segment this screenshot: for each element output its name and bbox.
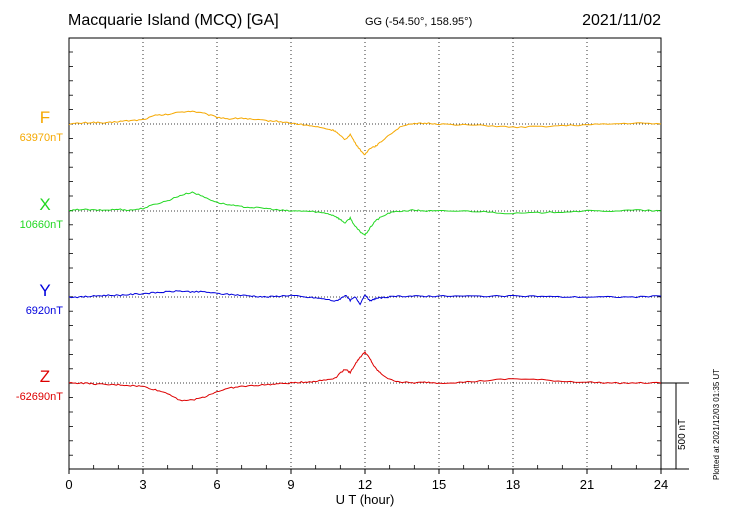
x-tick-label: 18: [506, 477, 520, 492]
x-tick-label: 15: [432, 477, 446, 492]
x-tick-label: 0: [65, 477, 72, 492]
x-tick-label: 9: [287, 477, 294, 492]
baseline-value-x: 10660nT: [19, 219, 63, 231]
x-tick-label: 6: [213, 477, 220, 492]
baseline-value-y: 6920nT: [25, 305, 63, 317]
series-line-f: [68, 110, 662, 156]
x-axis-label: U T (hour): [335, 492, 395, 507]
component-label-x: X: [39, 195, 51, 214]
coordinates-label: GG (-54.50°, 158.95°): [365, 16, 473, 28]
x-tick-label: 21: [580, 477, 594, 492]
component-label-f: F: [39, 108, 51, 127]
scale-bar-label: 500 nT: [677, 418, 688, 450]
component-label-z: Z: [39, 367, 51, 386]
series-line-z: [68, 350, 662, 402]
station-title: Macquarie Island (MCQ) [GA]: [68, 12, 279, 29]
x-tick-label: 12: [358, 477, 372, 492]
series-line-y: [68, 290, 662, 306]
plotted-timestamp: Plotted at 2021/12/03 01:35 UT: [712, 368, 721, 480]
x-tick-label: 3: [139, 477, 146, 492]
x-tick-label: 24: [654, 477, 668, 492]
date-label: 2021/11/02: [582, 12, 661, 29]
baseline-value-f: 63970nT: [19, 132, 63, 144]
component-label-y: Y: [39, 281, 51, 300]
baseline-value-z: -62690nT: [15, 391, 63, 403]
series-line-x: [68, 191, 662, 237]
